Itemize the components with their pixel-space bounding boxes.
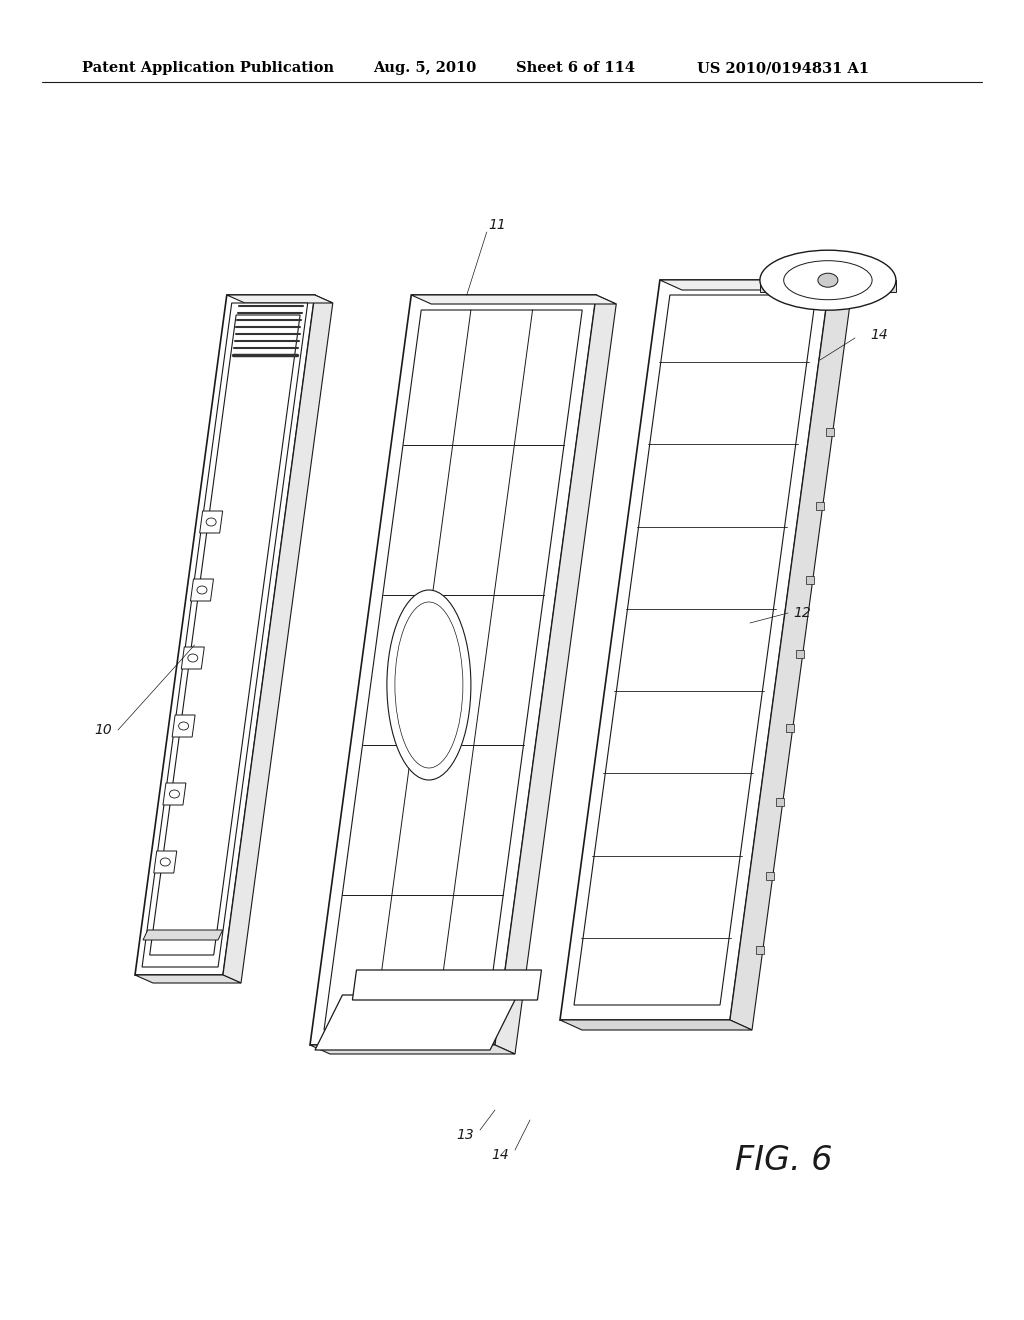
Polygon shape — [786, 723, 794, 733]
Polygon shape — [135, 294, 314, 975]
Ellipse shape — [178, 722, 188, 730]
Polygon shape — [223, 294, 333, 983]
Polygon shape — [659, 280, 852, 290]
Text: 12: 12 — [793, 606, 811, 620]
Polygon shape — [315, 995, 517, 1049]
Polygon shape — [352, 970, 542, 1001]
Text: 10: 10 — [94, 723, 112, 737]
Text: FIG. 6: FIG. 6 — [735, 1143, 833, 1176]
Text: 11: 11 — [487, 218, 506, 232]
Polygon shape — [181, 647, 204, 669]
Polygon shape — [154, 851, 177, 873]
Polygon shape — [200, 511, 222, 533]
Ellipse shape — [169, 789, 179, 799]
Text: Sheet 6 of 114: Sheet 6 of 114 — [516, 61, 635, 75]
Ellipse shape — [395, 602, 463, 768]
Polygon shape — [574, 294, 816, 1005]
Ellipse shape — [197, 586, 207, 594]
Text: 14: 14 — [870, 327, 888, 342]
Text: 14: 14 — [492, 1148, 509, 1162]
Polygon shape — [150, 315, 300, 954]
Polygon shape — [760, 280, 896, 292]
Ellipse shape — [783, 261, 872, 300]
Ellipse shape — [160, 858, 170, 866]
Polygon shape — [135, 975, 241, 983]
Text: Patent Application Publication: Patent Application Publication — [82, 61, 334, 75]
Polygon shape — [806, 576, 814, 583]
Ellipse shape — [387, 590, 471, 780]
Polygon shape — [310, 1045, 515, 1053]
Ellipse shape — [187, 653, 198, 663]
Polygon shape — [324, 310, 583, 1030]
Polygon shape — [226, 294, 333, 304]
Text: US 2010/0194831 A1: US 2010/0194831 A1 — [697, 61, 869, 75]
Polygon shape — [796, 649, 804, 657]
Polygon shape — [143, 931, 223, 940]
Polygon shape — [495, 294, 616, 1053]
Polygon shape — [816, 502, 824, 510]
Ellipse shape — [760, 251, 896, 310]
Polygon shape — [560, 280, 829, 1020]
Text: 13: 13 — [456, 1129, 474, 1142]
Polygon shape — [172, 715, 196, 737]
Polygon shape — [412, 294, 616, 304]
Polygon shape — [310, 294, 596, 1045]
Polygon shape — [776, 799, 784, 807]
Ellipse shape — [818, 273, 838, 288]
Polygon shape — [142, 304, 308, 968]
Polygon shape — [766, 873, 774, 880]
Polygon shape — [560, 1020, 752, 1030]
Polygon shape — [730, 280, 852, 1030]
Text: Aug. 5, 2010: Aug. 5, 2010 — [373, 61, 476, 75]
Polygon shape — [826, 428, 834, 436]
Polygon shape — [756, 946, 764, 954]
Polygon shape — [163, 783, 186, 805]
Ellipse shape — [206, 517, 216, 525]
Polygon shape — [190, 579, 213, 601]
